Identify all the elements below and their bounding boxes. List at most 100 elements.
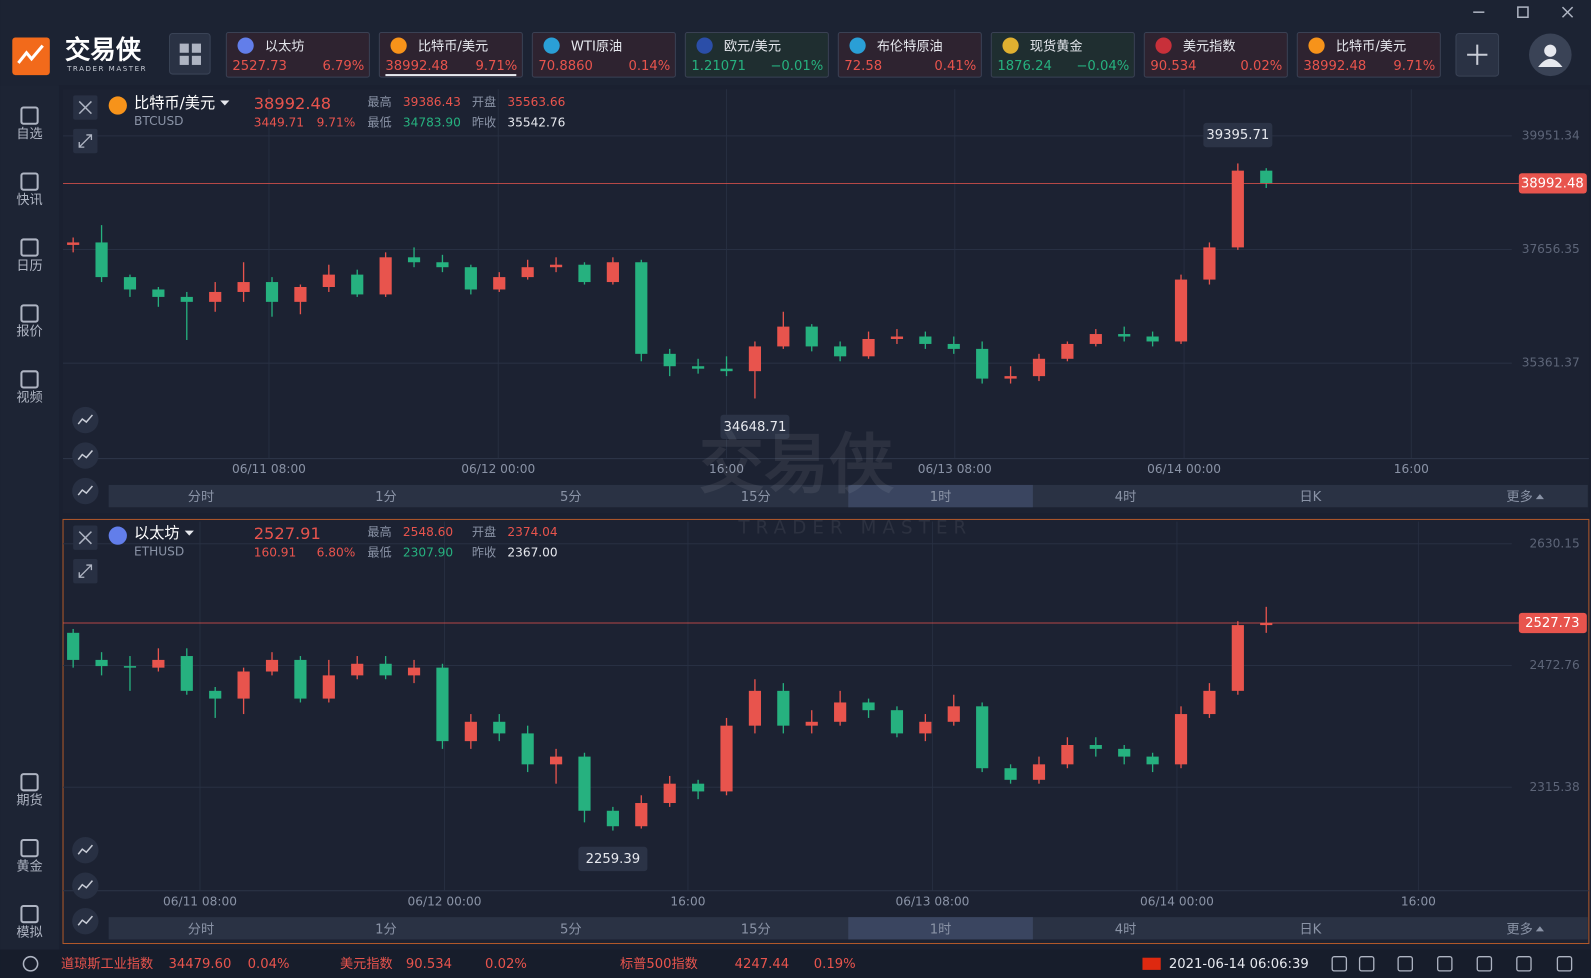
timeframe-button[interactable]: 5分 bbox=[560, 489, 582, 505]
support-icon[interactable] bbox=[22, 955, 39, 972]
ticker-card[interactable] bbox=[1296, 31, 1441, 78]
sidebar-label[interactable]: 黄金 bbox=[16, 858, 42, 874]
candle-body bbox=[748, 346, 762, 372]
candle-body bbox=[1260, 170, 1273, 184]
index-change: 0.02% bbox=[485, 957, 527, 972]
timeframe-button[interactable]: 1分 bbox=[375, 921, 397, 937]
tool-button[interactable] bbox=[72, 836, 99, 864]
timeframe-button[interactable]: 15分 bbox=[741, 489, 771, 505]
sidebar-icon[interactable] bbox=[20, 172, 39, 191]
candle-body bbox=[1203, 247, 1216, 280]
ticker-card[interactable] bbox=[378, 31, 523, 78]
tool-button[interactable] bbox=[72, 477, 99, 505]
dropdown-arrow[interactable] bbox=[184, 530, 194, 536]
tool-icon bbox=[77, 915, 94, 926]
ticker-card[interactable] bbox=[225, 31, 370, 78]
sidebar-label[interactable]: 报价 bbox=[16, 324, 42, 340]
timeframe-button[interactable]: 日K bbox=[1299, 490, 1321, 505]
timeframe-button[interactable]: 分时 bbox=[188, 921, 214, 937]
timeframe-button[interactable]: 更多 bbox=[1506, 488, 1532, 505]
sidebar-label[interactable]: 期货 bbox=[16, 791, 42, 808]
sidebar-icon[interactable] bbox=[20, 370, 39, 389]
ticker-price: 1.21071 bbox=[691, 59, 745, 74]
tool-button[interactable] bbox=[72, 406, 99, 434]
ticker-card[interactable] bbox=[990, 31, 1135, 78]
ticker-card[interactable] bbox=[1143, 31, 1288, 78]
timeframe-button[interactable]: 日K bbox=[1299, 922, 1321, 937]
candle-body bbox=[805, 721, 818, 726]
ticker-icon bbox=[1308, 37, 1325, 54]
ticker-selected bbox=[385, 74, 517, 77]
candle-body bbox=[692, 366, 705, 369]
sidebar-label[interactable]: 日历 bbox=[16, 259, 42, 274]
x-tick-label: 06/12 00:00 bbox=[461, 462, 535, 476]
ticker-card[interactable] bbox=[837, 31, 982, 78]
more-arrow bbox=[1535, 926, 1544, 932]
timeframe-button[interactable]: 分时 bbox=[188, 489, 214, 505]
close-window[interactable] bbox=[1561, 6, 1574, 18]
status-tool[interactable] bbox=[1476, 956, 1493, 972]
candle-body bbox=[1203, 690, 1216, 715]
sidebar-label[interactable]: 模拟 bbox=[16, 924, 42, 940]
candle-body bbox=[379, 663, 392, 676]
timeframe-button[interactable]: 更多 bbox=[1506, 920, 1532, 937]
header-stat: 最低 bbox=[367, 115, 391, 129]
sidebar-icon[interactable] bbox=[20, 773, 39, 792]
ticker-icon bbox=[390, 37, 407, 54]
timeframe-button[interactable]: 1时 bbox=[930, 489, 952, 505]
sidebar-icon[interactable] bbox=[20, 238, 39, 257]
ticker-change: 0.14% bbox=[628, 59, 670, 74]
sidebar-label[interactable]: 自选 bbox=[16, 126, 42, 142]
timeframe-button[interactable]: 1分 bbox=[375, 489, 397, 505]
header-price: 38992.48 bbox=[254, 94, 331, 113]
timeframe-bar bbox=[108, 917, 1588, 940]
symbol-name[interactable]: 以太坊 bbox=[134, 524, 180, 542]
sidebar-label[interactable]: 视频 bbox=[16, 390, 42, 406]
status-tool[interactable] bbox=[1397, 956, 1413, 972]
min-label: 2259.39 bbox=[586, 852, 640, 867]
status-tool[interactable] bbox=[1358, 956, 1375, 972]
tool-button[interactable] bbox=[72, 872, 99, 899]
candle-body bbox=[1146, 756, 1159, 765]
ticker-icon bbox=[696, 37, 713, 54]
ticker-change: 0.02% bbox=[1240, 59, 1282, 74]
timeframe-button[interactable]: 4时 bbox=[1115, 921, 1137, 937]
sidebar-icon[interactable] bbox=[20, 839, 39, 858]
candle-body bbox=[180, 656, 193, 691]
sidebar-icon[interactable] bbox=[20, 904, 39, 924]
timeframe-button[interactable]: 4时 bbox=[1115, 489, 1137, 505]
sidebar-icon[interactable] bbox=[20, 106, 39, 125]
status-tool[interactable] bbox=[1516, 956, 1532, 972]
status-tool[interactable] bbox=[1331, 956, 1348, 972]
ticker-card[interactable] bbox=[684, 31, 829, 78]
ticker-change: 9.71% bbox=[1393, 59, 1435, 74]
header-stat: 35542.76 bbox=[507, 115, 565, 129]
status-bar bbox=[0, 949, 1591, 978]
sidebar-icon[interactable] bbox=[20, 304, 39, 323]
maximize[interactable] bbox=[1517, 6, 1529, 19]
ticker-card[interactable] bbox=[531, 31, 676, 78]
timeframe-button[interactable]: 5分 bbox=[560, 921, 582, 937]
timeframe-button[interactable]: 1时 bbox=[930, 921, 952, 937]
candle-body bbox=[578, 264, 591, 283]
timeframe-button[interactable]: 15分 bbox=[741, 921, 771, 937]
header-stat: 2367.00 bbox=[507, 545, 557, 559]
candle-body bbox=[351, 663, 364, 676]
candle-body bbox=[1061, 745, 1074, 765]
sidebar bbox=[0, 85, 59, 950]
candle-body bbox=[209, 690, 222, 699]
candle-body bbox=[947, 343, 960, 349]
ticker-name: 比特币/美元 bbox=[418, 39, 488, 55]
tool-button[interactable] bbox=[72, 907, 99, 935]
sidebar-label[interactable]: 快讯 bbox=[16, 192, 42, 208]
candle-body bbox=[237, 671, 250, 699]
status-tool[interactable] bbox=[1556, 956, 1573, 972]
tool-button[interactable] bbox=[72, 442, 99, 469]
x-tick-label: 16:00 bbox=[1401, 894, 1436, 908]
status-tool[interactable] bbox=[1437, 956, 1453, 972]
layout-button[interactable] bbox=[169, 32, 211, 75]
symbol-name[interactable]: 比特币/美元 bbox=[134, 94, 215, 112]
x-tick-label: 16:00 bbox=[1394, 462, 1429, 476]
candle-body bbox=[834, 702, 847, 722]
dropdown-arrow[interactable] bbox=[220, 100, 230, 106]
